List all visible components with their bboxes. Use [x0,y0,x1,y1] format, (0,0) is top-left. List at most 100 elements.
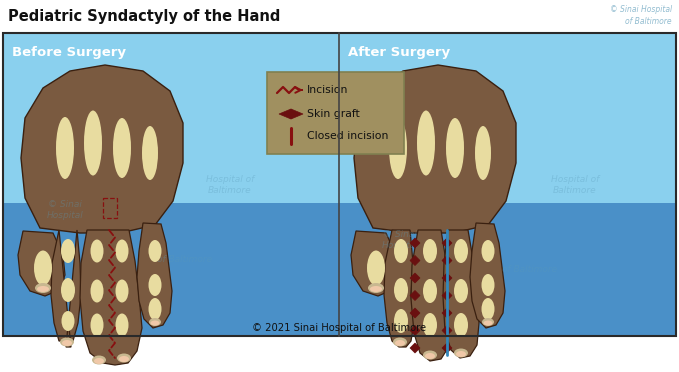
Ellipse shape [60,337,74,346]
Ellipse shape [483,321,492,326]
Polygon shape [384,230,414,347]
Polygon shape [442,273,452,283]
Text: After Surgery: After Surgery [348,46,450,59]
Ellipse shape [92,356,106,365]
Text: Incision: Incision [307,85,348,95]
Ellipse shape [423,350,437,359]
Polygon shape [442,291,452,301]
Ellipse shape [482,318,494,326]
Ellipse shape [90,279,103,302]
Polygon shape [443,230,479,358]
Text: © 2021 Sinai Hospital of Baltimore: © 2021 Sinai Hospital of Baltimore [252,323,426,333]
Ellipse shape [425,353,435,359]
Polygon shape [442,308,452,318]
Polygon shape [18,231,65,296]
Text: Closed incision: Closed incision [307,131,388,141]
Ellipse shape [149,274,162,296]
Ellipse shape [454,313,468,337]
Ellipse shape [446,118,464,178]
Ellipse shape [61,239,75,263]
Ellipse shape [115,314,128,337]
Polygon shape [80,230,142,365]
Ellipse shape [393,337,407,346]
Polygon shape [410,326,420,336]
Ellipse shape [62,311,75,331]
Polygon shape [137,223,172,328]
Ellipse shape [454,239,468,263]
Bar [3,203,676,336]
Ellipse shape [37,286,49,292]
Polygon shape [291,109,303,119]
Ellipse shape [395,340,405,346]
Ellipse shape [475,126,491,180]
Ellipse shape [481,240,494,262]
Ellipse shape [115,240,128,263]
Ellipse shape [84,110,102,176]
FancyBboxPatch shape [267,72,404,154]
Polygon shape [21,65,183,233]
Ellipse shape [142,126,158,180]
Ellipse shape [35,283,51,293]
Text: Hospital of
Baltimore: Hospital of Baltimore [206,175,254,195]
Ellipse shape [456,351,466,357]
Polygon shape [470,223,505,328]
Polygon shape [410,256,420,266]
Ellipse shape [394,278,408,302]
Ellipse shape [394,239,408,263]
Ellipse shape [423,313,437,337]
Polygon shape [351,231,398,296]
Bar [3,33,676,336]
Ellipse shape [117,353,131,362]
Polygon shape [442,326,452,336]
Ellipse shape [454,279,468,303]
Ellipse shape [481,298,494,320]
Ellipse shape [367,250,385,285]
Text: of Baltimore: of Baltimore [502,266,557,275]
Ellipse shape [149,240,162,262]
Ellipse shape [90,314,103,337]
Ellipse shape [90,240,103,263]
Ellipse shape [151,321,160,326]
Bar [3,33,676,203]
Ellipse shape [115,279,128,302]
Polygon shape [442,343,452,353]
Text: © Sinai
Hospital: © Sinai Hospital [382,230,418,250]
Ellipse shape [394,309,408,333]
Text: of Baltimore: of Baltimore [158,256,213,264]
Ellipse shape [62,340,72,346]
Polygon shape [51,230,81,347]
Ellipse shape [94,358,104,364]
Text: of Baltimore: of Baltimore [625,17,672,26]
Ellipse shape [370,286,382,292]
Ellipse shape [149,318,161,326]
Text: Skin graft: Skin graft [307,109,360,119]
Text: Pediatric Syndactyly of the Hand: Pediatric Syndactyly of the Hand [8,10,280,25]
Ellipse shape [61,278,75,302]
Polygon shape [411,230,451,361]
Ellipse shape [368,283,384,293]
Polygon shape [279,109,291,119]
Ellipse shape [56,117,74,179]
Ellipse shape [389,117,407,179]
Polygon shape [410,273,420,283]
Text: © Sinai
Hospital: © Sinai Hospital [47,200,84,220]
Polygon shape [410,308,420,318]
Polygon shape [442,238,452,248]
Polygon shape [410,238,420,248]
Ellipse shape [454,349,468,357]
Text: Hospital of
Baltimore: Hospital of Baltimore [551,175,599,195]
Bar [103,198,117,218]
Ellipse shape [417,110,435,176]
Text: © Sinai Hospital: © Sinai Hospital [610,6,672,15]
Ellipse shape [423,239,437,263]
Ellipse shape [481,274,494,296]
Bar [0,0,679,33]
Polygon shape [410,343,420,353]
Ellipse shape [119,356,129,362]
Polygon shape [410,291,420,301]
Text: Before Surgery: Before Surgery [12,46,126,59]
Ellipse shape [34,250,52,285]
Polygon shape [442,256,452,266]
Polygon shape [354,65,516,233]
Ellipse shape [423,279,437,303]
